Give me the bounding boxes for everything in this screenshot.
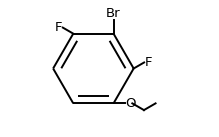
Text: F: F [145,56,152,69]
Text: F: F [55,21,62,34]
Text: O: O [126,97,136,110]
Text: Br: Br [106,7,121,20]
